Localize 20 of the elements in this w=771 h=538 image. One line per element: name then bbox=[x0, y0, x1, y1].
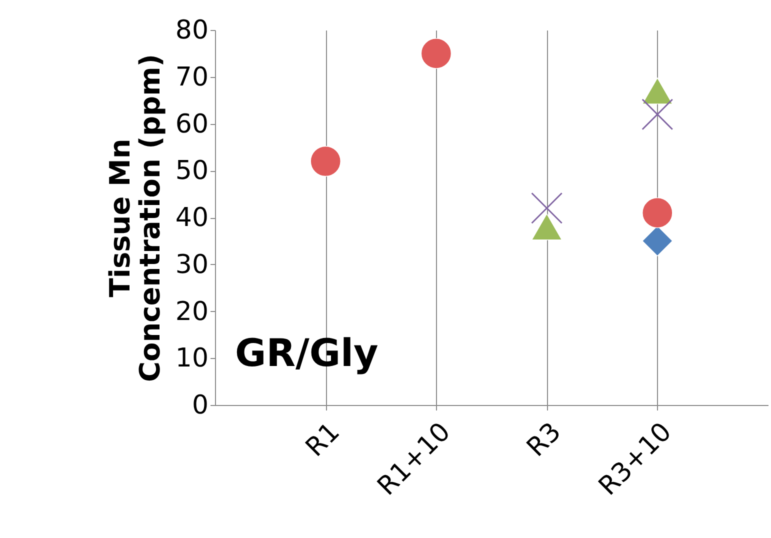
point bbox=[642, 197, 673, 228]
point bbox=[642, 98, 674, 130]
y-tick-label: 10 bbox=[175, 344, 208, 374]
y-axis-title: Tissue Mn Concentration (ppm) bbox=[103, 54, 166, 382]
x-tick-label: R1 bbox=[300, 417, 346, 463]
y-tick-label: 30 bbox=[175, 250, 208, 280]
point bbox=[642, 78, 673, 104]
annotation: GR/Gly bbox=[235, 331, 379, 375]
y-tick-label: 20 bbox=[175, 296, 208, 327]
point bbox=[420, 38, 452, 69]
point bbox=[310, 146, 341, 177]
y-tick-label: 40 bbox=[175, 203, 208, 233]
point bbox=[531, 192, 563, 224]
y-tick-label: 0 bbox=[192, 390, 208, 420]
x-tick-label: R3 bbox=[521, 417, 568, 463]
y-tick-label: 60 bbox=[175, 109, 208, 140]
point bbox=[531, 214, 562, 240]
y-tick-label: 70 bbox=[175, 62, 208, 92]
y-tick-label: 80 bbox=[175, 16, 208, 46]
y-tick-label: 50 bbox=[175, 156, 208, 186]
